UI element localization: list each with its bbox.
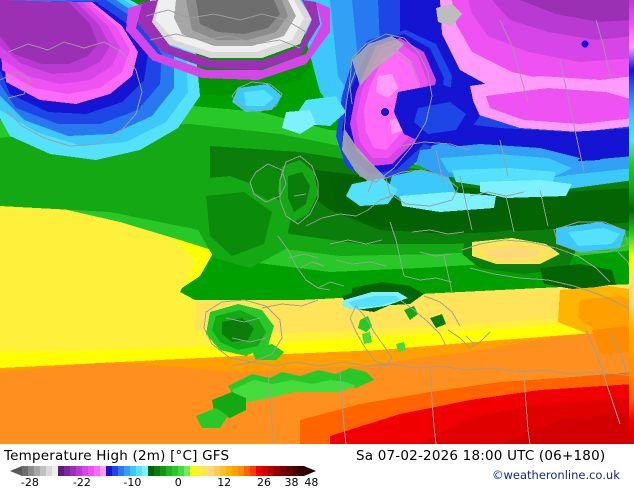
copyright-credit: ©weatheronline.co.uk bbox=[492, 468, 620, 482]
map-right-edge-strip bbox=[629, 0, 634, 444]
colorbar-swatch-11 bbox=[88, 466, 94, 476]
over-arrow-shape bbox=[304, 466, 316, 476]
colorbar-swatch-38 bbox=[250, 466, 256, 476]
colorbar-swatch-8 bbox=[70, 466, 76, 476]
colorbar-swatch-23 bbox=[160, 466, 166, 476]
colorbar-swatch-16 bbox=[118, 466, 124, 476]
colorbar-swatch-22 bbox=[154, 466, 160, 476]
colorbar-bands bbox=[22, 466, 304, 476]
colorbar-swatch-39 bbox=[256, 466, 262, 476]
colorbar-swatch-24 bbox=[166, 466, 172, 476]
colorbar-swatch-12 bbox=[94, 466, 100, 476]
colorbar-swatch-41 bbox=[268, 466, 274, 476]
colorbar-swatch-25 bbox=[172, 466, 178, 476]
colorbar-swatch-17 bbox=[124, 466, 130, 476]
colorbar-under-arrow bbox=[10, 466, 22, 476]
colorbar-swatch-33 bbox=[220, 466, 226, 476]
colorbar-swatch-0 bbox=[22, 466, 28, 476]
colorbar-swatch-43 bbox=[280, 466, 286, 476]
colorbar-swatch-1 bbox=[28, 466, 34, 476]
colorbar-tick--28: -28 bbox=[20, 476, 39, 489]
colorbar-swatch-45 bbox=[292, 466, 298, 476]
colorbar-swatch-14 bbox=[106, 466, 112, 476]
colorbar-swatch-9 bbox=[76, 466, 82, 476]
colorbar-swatch-26 bbox=[178, 466, 184, 476]
colorbar-swatch-34 bbox=[226, 466, 232, 476]
colorbar-swatch-27 bbox=[184, 466, 190, 476]
colorbar-swatch-3 bbox=[40, 466, 46, 476]
colorbar-swatch-35 bbox=[232, 466, 238, 476]
valid-time-label: Sa 07-02-2026 18:00 UTC (06+180) bbox=[356, 448, 606, 464]
colorbar-swatch-6 bbox=[58, 466, 64, 476]
colorbar-swatch-46 bbox=[298, 466, 304, 476]
colorbar-tick-12: 12 bbox=[217, 476, 232, 489]
colorbar-swatch-30 bbox=[202, 466, 208, 476]
colorbar-swatch-5 bbox=[52, 466, 58, 476]
colorbar-swatch-40 bbox=[262, 466, 268, 476]
colorbar-swatch-32 bbox=[214, 466, 220, 476]
colorbar-tick-labels: -28 -22 -10 0 12 26 38 48 bbox=[10, 476, 319, 489]
colorbar-swatch-2 bbox=[34, 466, 40, 476]
colorbar-swatch-37 bbox=[244, 466, 250, 476]
colorbar-tick-26: 26 bbox=[256, 476, 271, 489]
colorbar-swatch-31 bbox=[208, 466, 214, 476]
colorbar-over-arrow bbox=[304, 466, 316, 476]
colorbar-swatch-7 bbox=[64, 466, 70, 476]
temperature-field bbox=[0, 0, 634, 444]
colorbar-tick-0: 0 bbox=[174, 476, 182, 489]
colorbar-swatch-10 bbox=[82, 466, 88, 476]
colorbar-swatch-28 bbox=[190, 466, 196, 476]
colorbar-tick--22: -22 bbox=[72, 476, 91, 489]
colorbar[interactable]: -28 -22 -10 0 12 26 38 48 bbox=[10, 466, 319, 489]
colorbar-swatch-4 bbox=[46, 466, 52, 476]
under-arrow-shape bbox=[10, 466, 22, 476]
colorbar-tick--10: -10 bbox=[123, 476, 142, 489]
colorbar-swatch-42 bbox=[274, 466, 280, 476]
colorbar-tick-48: 48 bbox=[304, 476, 319, 489]
colorbar-swatch-21 bbox=[148, 466, 154, 476]
colorbar-swatch-36 bbox=[238, 466, 244, 476]
map-panel[interactable] bbox=[0, 0, 634, 444]
colorbar-swatch-19 bbox=[136, 466, 142, 476]
colorbar-tick-38: 38 bbox=[284, 476, 299, 489]
colorbar-swatch-18 bbox=[130, 466, 136, 476]
colorbar-swatch-15 bbox=[112, 466, 118, 476]
legend-title: Temperature High (2m) [°C] GFS bbox=[4, 448, 230, 464]
legend-panel: Temperature High (2m) [°C] GFS Sa 07-02-… bbox=[0, 444, 634, 490]
colorbar-swatch-29 bbox=[196, 466, 202, 476]
colorbar-swatch-20 bbox=[142, 466, 148, 476]
colorbar-swatch-44 bbox=[286, 466, 292, 476]
colorbar-swatch-13 bbox=[100, 466, 106, 476]
